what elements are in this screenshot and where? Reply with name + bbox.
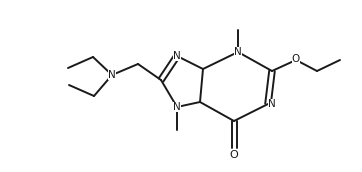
- Text: N: N: [173, 102, 181, 112]
- Text: O: O: [230, 150, 238, 160]
- Text: N: N: [268, 99, 276, 109]
- Text: N: N: [173, 51, 181, 61]
- Text: N: N: [108, 70, 116, 80]
- Text: O: O: [292, 54, 300, 64]
- Text: N: N: [234, 47, 242, 57]
